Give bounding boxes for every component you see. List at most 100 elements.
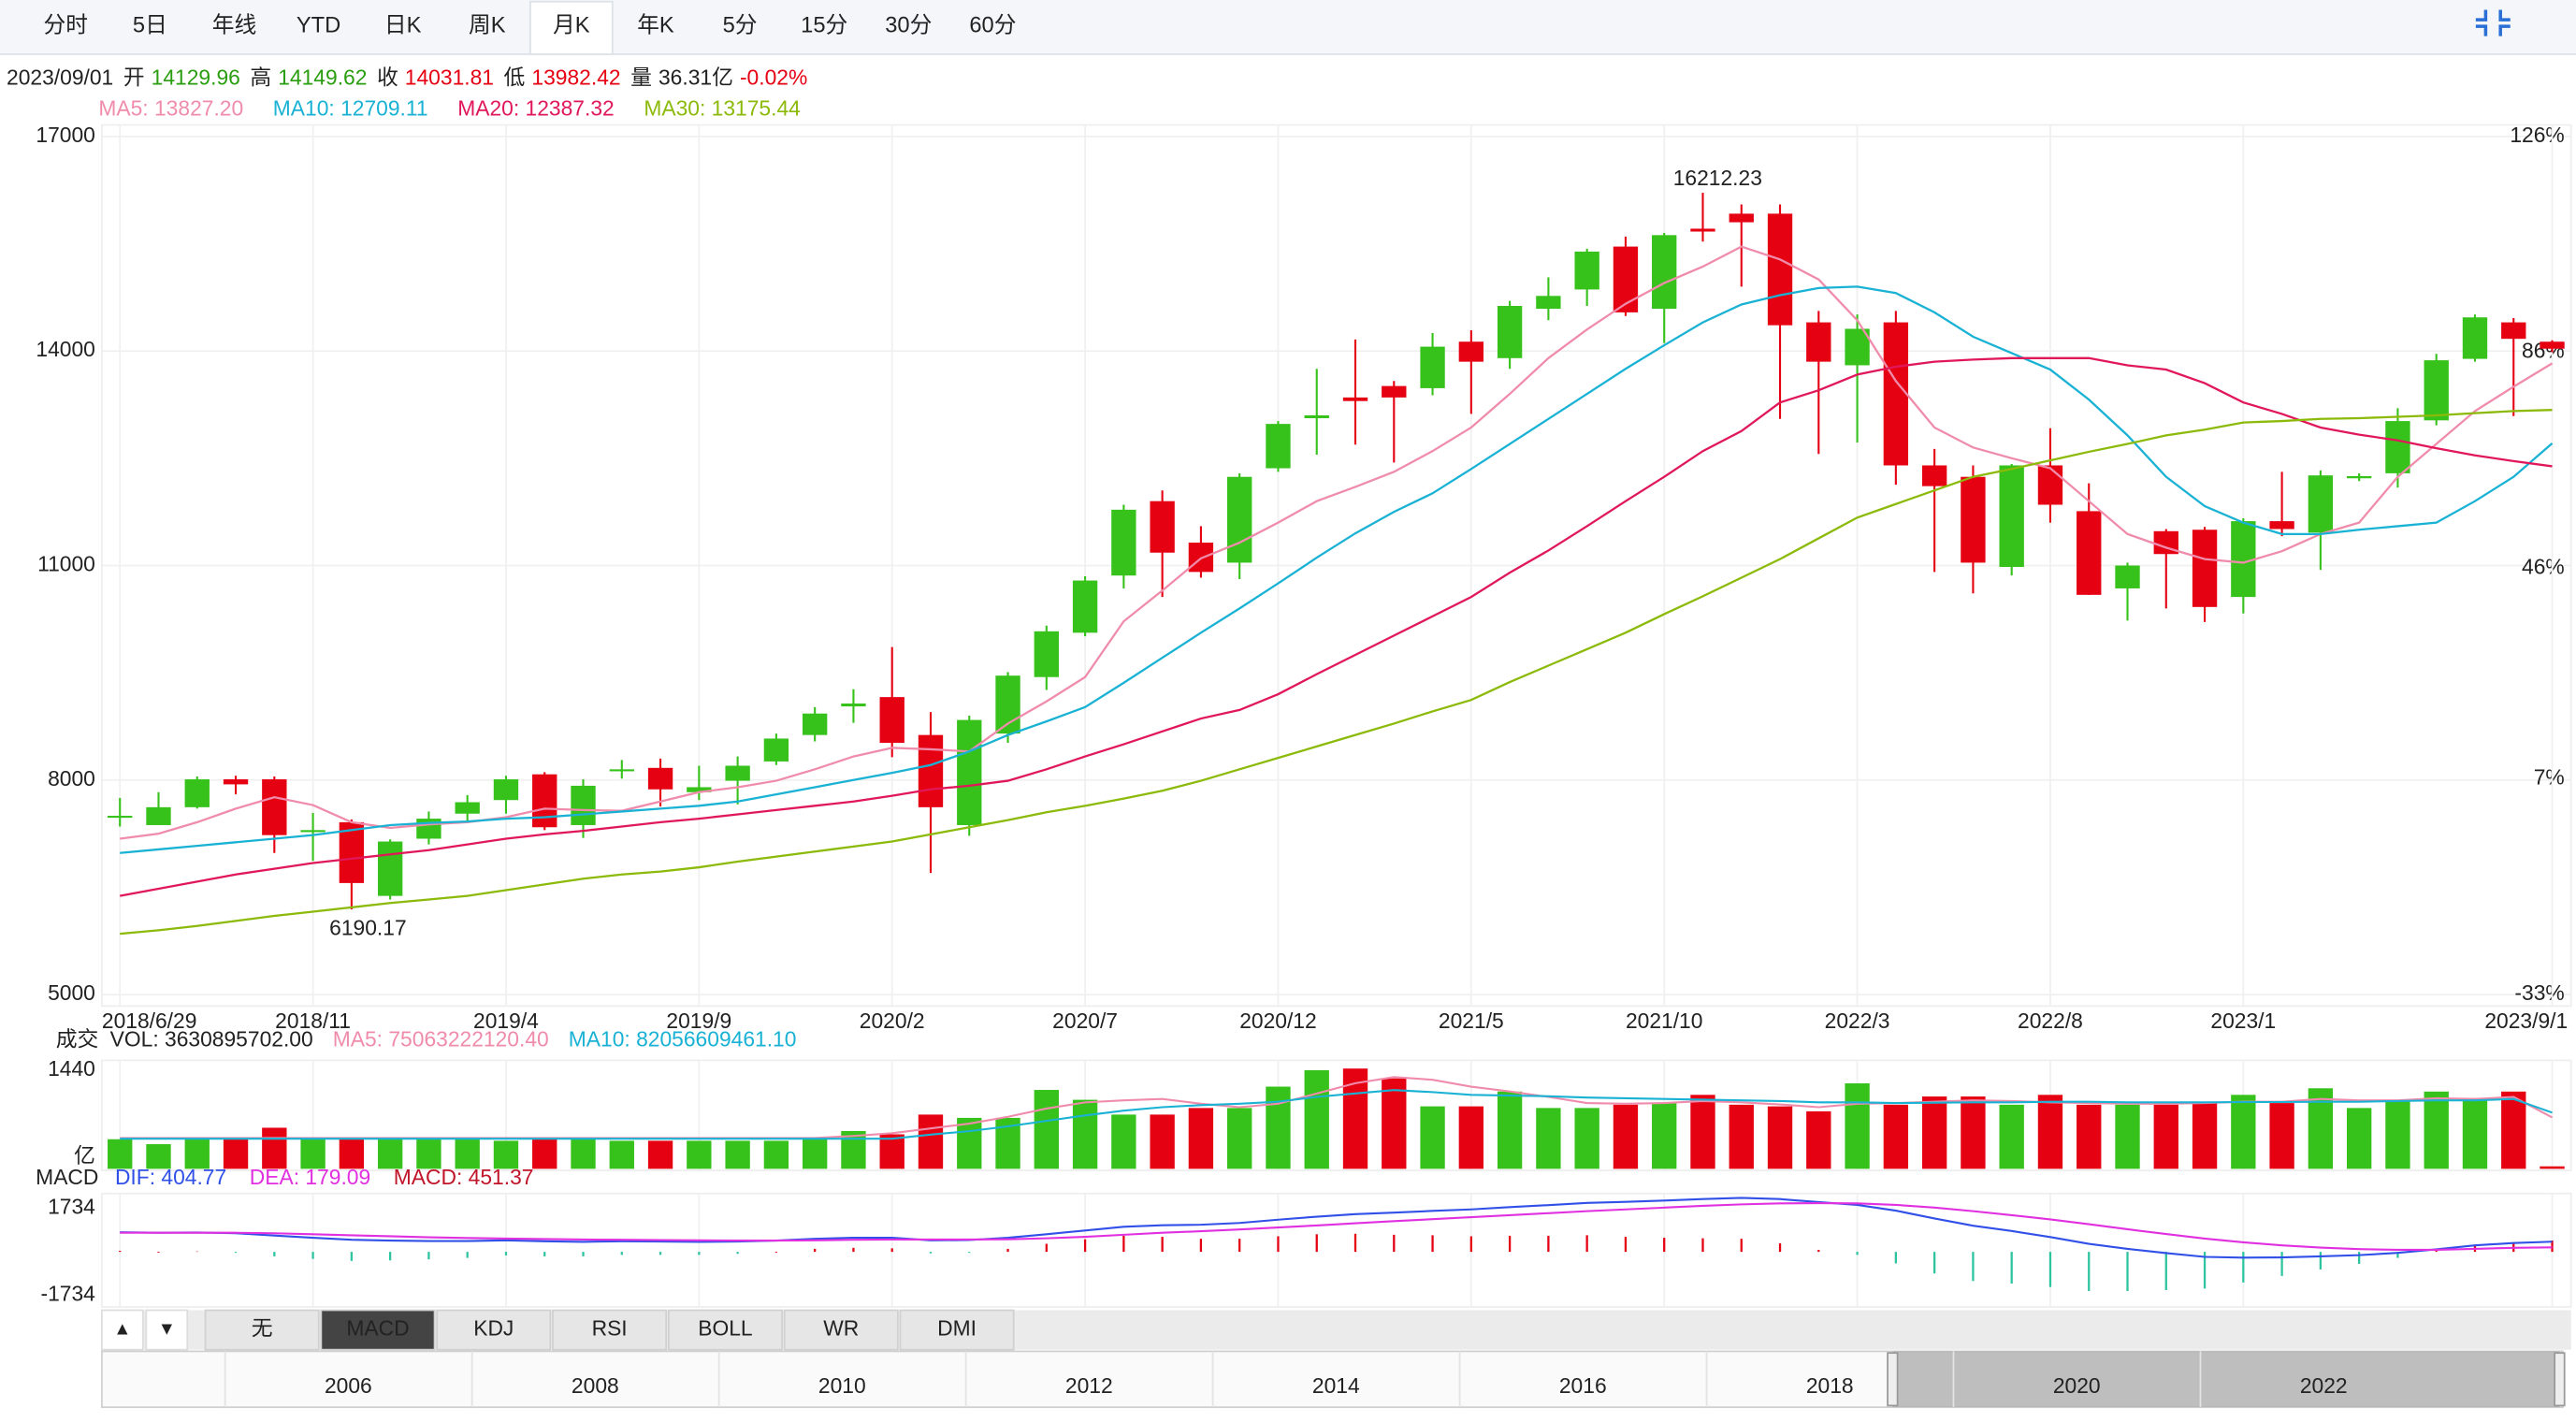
indicator-tab-label[interactable]: RSI xyxy=(592,1316,628,1341)
candle-body xyxy=(1729,213,1754,223)
tab[interactable]: 年K xyxy=(637,12,674,37)
navigator-year: 2012 xyxy=(1065,1373,1113,1398)
candle-body xyxy=(1266,424,1291,469)
macd-panel xyxy=(101,1192,2572,1308)
candle-body xyxy=(1613,246,1639,312)
arrow-label[interactable]: ▼ xyxy=(158,1320,176,1340)
volume-bar xyxy=(1458,1106,1484,1169)
volume-bar xyxy=(2077,1104,2102,1169)
ma-line xyxy=(120,245,2554,840)
indicator-tab-label[interactable]: MACD xyxy=(346,1316,409,1341)
indicator-tab-label[interactable]: BOLL xyxy=(698,1316,752,1341)
volume-bar xyxy=(1845,1083,1870,1169)
volume-ma-line xyxy=(120,1089,2553,1140)
navigator-year: 2008 xyxy=(572,1373,619,1398)
volume-bar xyxy=(2346,1108,2372,1169)
indicator-tab[interactable] xyxy=(320,1309,436,1351)
legend-entry: MA30: 13175.44 xyxy=(644,96,801,121)
tab[interactable]: 月K xyxy=(553,13,590,37)
volume-bar xyxy=(1999,1104,2024,1169)
arrow-button[interactable] xyxy=(145,1309,189,1351)
indicator-tab-label[interactable]: WR xyxy=(823,1316,859,1341)
x-tick-label: 2023/1 xyxy=(2210,1008,2276,1033)
volume-bar xyxy=(918,1114,944,1169)
active-tab xyxy=(529,0,614,55)
indicator-tab[interactable] xyxy=(783,1309,899,1351)
candle-body xyxy=(1806,322,1831,362)
candle-body xyxy=(1111,509,1136,576)
arrow-label[interactable]: ▲ xyxy=(113,1320,131,1340)
candle-body xyxy=(918,734,944,807)
tab[interactable]: YTD xyxy=(297,13,340,37)
candle-body xyxy=(2462,317,2488,359)
x-tick-label: 2022/8 xyxy=(2018,1008,2083,1033)
y-tick-label: 1440 xyxy=(48,1056,95,1081)
tab[interactable]: 5日 xyxy=(133,13,167,37)
legend-entry: MACD: 451.37 xyxy=(394,1165,534,1189)
tab[interactable]: 周K xyxy=(469,13,506,37)
legend-entry: MA5: 13827.20 xyxy=(98,96,243,121)
volume-bar xyxy=(184,1139,210,1169)
volume-bar xyxy=(609,1140,634,1169)
volume-bar xyxy=(1921,1096,1947,1169)
indicator-tab[interactable] xyxy=(204,1309,320,1351)
candle-body xyxy=(802,713,828,735)
navigator-year: 2018 xyxy=(1806,1373,1854,1398)
max-annotation: 16212.23 xyxy=(1673,166,1762,190)
volume-bar xyxy=(532,1139,557,1169)
legend-entry: MA5: 75063222120.40 xyxy=(333,1026,549,1051)
candle-body xyxy=(108,816,133,819)
legend-entry: DIF: 404.77 xyxy=(115,1165,226,1189)
y-tick-label: 5000 xyxy=(48,980,95,1005)
text-row: MA5: 13827.20 MA10: 12709.11 MA20: 12387.3… xyxy=(98,96,801,121)
x-tick-label: 2022/3 xyxy=(1825,1008,1890,1033)
tab[interactable]: 日K xyxy=(384,13,422,37)
min-annotation: 6190.17 xyxy=(329,915,407,939)
unit-label: 亿 xyxy=(74,1143,95,1168)
tab[interactable]: 15分 xyxy=(801,12,847,37)
indicator-tab[interactable] xyxy=(436,1309,552,1351)
navigator-year: 2020 xyxy=(2053,1373,2101,1398)
indicator-tab[interactable] xyxy=(552,1309,668,1351)
indicator-tab[interactable] xyxy=(899,1309,1015,1351)
info-value: 14129.96 xyxy=(152,65,240,89)
volume-bar xyxy=(1652,1103,1677,1169)
y-tick-label: 8000 xyxy=(48,766,95,791)
volume-bar xyxy=(1883,1104,1909,1169)
indicator-tab-label[interactable]: KDJ xyxy=(473,1316,514,1341)
date: 2023/09/01 xyxy=(7,65,113,89)
navigator-handle[interactable] xyxy=(2554,1352,2566,1407)
tab[interactable]: 5分 xyxy=(723,12,758,37)
candle-body xyxy=(532,774,557,828)
volume-bar xyxy=(2540,1166,2565,1169)
collapse-icon[interactable] xyxy=(2475,9,2511,36)
volume-bar xyxy=(2424,1091,2449,1169)
volume-bar xyxy=(2501,1091,2526,1169)
x-tick-label: 2020/12 xyxy=(1239,1008,1317,1033)
tab[interactable]: 年线 xyxy=(212,12,256,37)
tab[interactable]: 60分 xyxy=(969,12,1016,37)
candle-body xyxy=(339,821,365,883)
indicator-tab-label[interactable]: 无 xyxy=(252,1316,273,1341)
legend-entry: VOL: 3630895702.00 xyxy=(110,1026,313,1051)
volume-bar xyxy=(1574,1108,1599,1169)
info-label: 低 xyxy=(504,65,526,89)
volume-bar xyxy=(493,1140,519,1169)
volume-bar xyxy=(1304,1069,1329,1169)
candle-body xyxy=(146,806,171,825)
indicator-tab[interactable] xyxy=(667,1309,783,1351)
tab[interactable]: 30分 xyxy=(885,12,932,37)
text-row: VOL: 3630895702.00 MA5: 75063222120.40 MA1… xyxy=(110,1026,797,1051)
indicator-tab-label[interactable]: DMI xyxy=(937,1316,977,1341)
volume-bar xyxy=(647,1140,673,1169)
tab[interactable]: 分时 xyxy=(44,12,88,37)
navigator-handle[interactable] xyxy=(1887,1352,1899,1407)
arrow-button[interactable] xyxy=(101,1309,144,1351)
navigator-window[interactable] xyxy=(1892,1351,2560,1408)
candle-body xyxy=(2077,511,2102,595)
volume-bar xyxy=(2231,1095,2256,1169)
candle-body xyxy=(2346,475,2372,479)
candle-body xyxy=(1227,476,1252,563)
candle-body xyxy=(1034,631,1059,677)
